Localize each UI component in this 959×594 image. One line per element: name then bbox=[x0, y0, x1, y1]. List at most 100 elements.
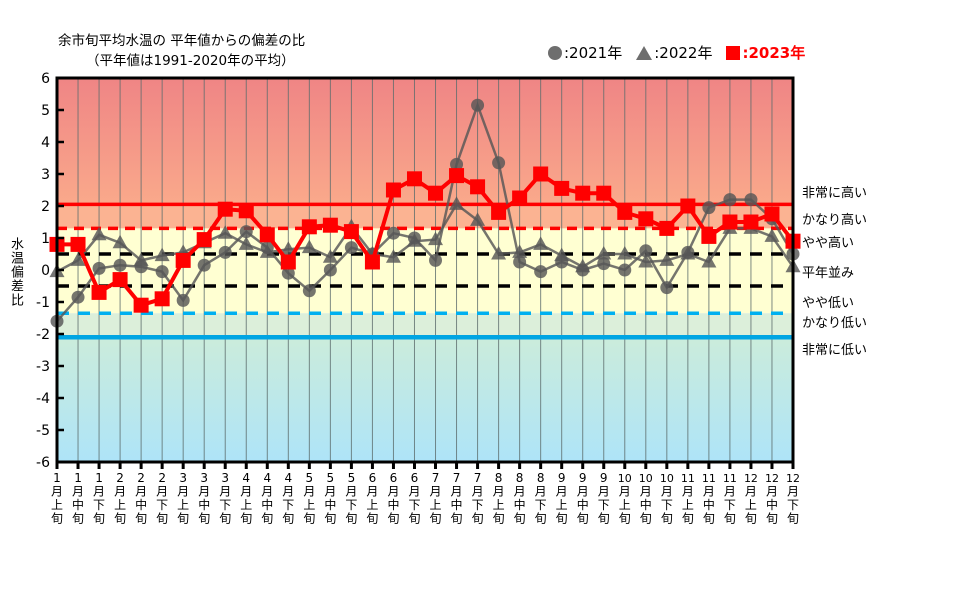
x-tick-label: 旬 bbox=[261, 512, 273, 526]
x-tick-label: 旬 bbox=[135, 512, 147, 526]
x-tick-label: 旬 bbox=[703, 512, 715, 526]
y-tick-label: -4 bbox=[36, 391, 50, 407]
x-tick-label: 月 bbox=[430, 485, 442, 499]
series-2023年-point bbox=[743, 214, 759, 230]
x-tick-label: 中 bbox=[766, 497, 778, 512]
series-2022年-point bbox=[91, 226, 107, 241]
series-2023年-point bbox=[617, 204, 633, 220]
x-tick-label: 旬 bbox=[577, 512, 589, 526]
x-tick-label: 旬 bbox=[72, 512, 84, 526]
level-label-normal: 平年並み bbox=[802, 266, 855, 281]
x-tick-label: 3 bbox=[200, 471, 208, 485]
y-tick-label: -3 bbox=[36, 359, 50, 375]
x-tick-label: 下 bbox=[724, 498, 736, 512]
series-2023年-point bbox=[196, 232, 212, 248]
series-2023年-point bbox=[491, 204, 507, 220]
x-tick-label: 1 bbox=[53, 471, 61, 485]
x-tick-label: 月 bbox=[451, 485, 463, 499]
x-tick-label: 10 bbox=[618, 472, 632, 485]
x-tick-label: 旬 bbox=[177, 512, 189, 526]
series-2022年-point bbox=[701, 254, 717, 268]
x-tick-label: 月 bbox=[408, 485, 420, 499]
x-tick-label: 9 bbox=[600, 471, 608, 485]
legend-label-2021: :2021年 bbox=[564, 44, 623, 62]
x-tick-label: 月 bbox=[619, 485, 631, 499]
series-2022年-point bbox=[322, 249, 338, 263]
x-tick-label: 中 bbox=[640, 497, 652, 512]
series-2021年-point bbox=[92, 261, 106, 275]
y-tick-label: 5 bbox=[41, 103, 50, 119]
legend-item-2023: :2023年 bbox=[726, 42, 805, 63]
x-tick-label: 12 bbox=[744, 472, 758, 485]
x-tick-label: 旬 bbox=[472, 512, 484, 526]
series-2023年-point bbox=[238, 203, 254, 219]
x-tick-label: 上 bbox=[51, 498, 63, 512]
series-2022年-point bbox=[112, 234, 128, 249]
x-tick-label: 6 bbox=[390, 471, 398, 485]
x-tick-label: 8 bbox=[495, 471, 503, 485]
x-tick-label: 上 bbox=[493, 498, 505, 512]
x-tick-label: 旬 bbox=[451, 512, 463, 526]
x-tick-label: 月 bbox=[198, 485, 210, 499]
x-tick-label: 旬 bbox=[345, 512, 357, 526]
series-2021年-point bbox=[660, 281, 674, 295]
series-2023年-point bbox=[280, 254, 296, 270]
series-2023年-point bbox=[554, 180, 570, 196]
series-2021年-point bbox=[113, 258, 127, 272]
y-tick-label: -2 bbox=[36, 327, 50, 343]
series-2022年-point bbox=[575, 258, 591, 273]
x-tick-label: 上 bbox=[114, 498, 126, 512]
legend: :2021年 :2022年 :2023年 bbox=[548, 42, 805, 63]
series-2023年-point bbox=[133, 297, 149, 313]
y-tick-label: -6 bbox=[36, 455, 50, 471]
series-2021年-point bbox=[71, 290, 85, 304]
y-tick-label: 2 bbox=[41, 199, 50, 215]
x-tick-label: 月 bbox=[72, 485, 84, 499]
series-2022年-point bbox=[280, 241, 296, 255]
x-tick-label: 下 bbox=[661, 498, 673, 512]
x-tick-label: 5 bbox=[348, 471, 356, 485]
x-tick-label: 旬 bbox=[93, 512, 105, 526]
x-tick-label: 旬 bbox=[51, 512, 63, 526]
series-2023年-point bbox=[301, 219, 317, 235]
series-2021年-point bbox=[534, 265, 548, 279]
legend-label-2023: :2023年 bbox=[742, 44, 806, 62]
x-tick-label: 1 bbox=[95, 471, 103, 485]
x-tick-label: 中 bbox=[387, 497, 399, 512]
x-tick-label: 月 bbox=[514, 485, 526, 499]
x-tick-label: 中 bbox=[261, 497, 273, 512]
x-tick-label: 下 bbox=[598, 498, 610, 512]
x-tick-label: 2 bbox=[116, 471, 124, 485]
x-tick-label: 月 bbox=[387, 485, 399, 499]
x-tick-label: 月 bbox=[303, 485, 315, 499]
series-2022年-point bbox=[554, 247, 570, 262]
x-tick-label: 旬 bbox=[387, 512, 399, 526]
x-tick-label: 月 bbox=[640, 485, 652, 499]
x-tick-label: 9 bbox=[579, 471, 587, 485]
x-tick-label: 10 bbox=[660, 472, 674, 485]
series-2022年-point bbox=[512, 244, 528, 258]
x-tick-label: 下 bbox=[345, 498, 357, 512]
series-2023年-point bbox=[259, 227, 275, 243]
x-tick-label: 8 bbox=[516, 471, 524, 485]
x-tick-label: 10 bbox=[639, 472, 653, 485]
series-2023年-point bbox=[449, 168, 465, 184]
series-2023年-point bbox=[701, 228, 717, 244]
x-tick-label: 上 bbox=[556, 498, 568, 512]
series-2022年-point bbox=[764, 228, 780, 242]
x-tick-label: 月 bbox=[493, 485, 505, 499]
x-tick-label: 旬 bbox=[303, 512, 315, 526]
y-tick-label: 4 bbox=[41, 135, 50, 151]
series-2023年-point bbox=[406, 171, 422, 187]
series-2021年-point bbox=[513, 255, 527, 269]
x-tick-label: 4 bbox=[284, 471, 292, 485]
series-2023年-point bbox=[575, 185, 591, 201]
x-tick-label: 中 bbox=[703, 497, 715, 512]
x-tick-label: 旬 bbox=[766, 512, 778, 526]
level-label-slightly-high: やや高い bbox=[802, 236, 855, 251]
x-tick-label: 旬 bbox=[556, 512, 568, 526]
series-2021年-point bbox=[744, 193, 758, 207]
legend-item-2022: :2022年 bbox=[636, 42, 712, 63]
series-2021年-point bbox=[492, 156, 506, 170]
